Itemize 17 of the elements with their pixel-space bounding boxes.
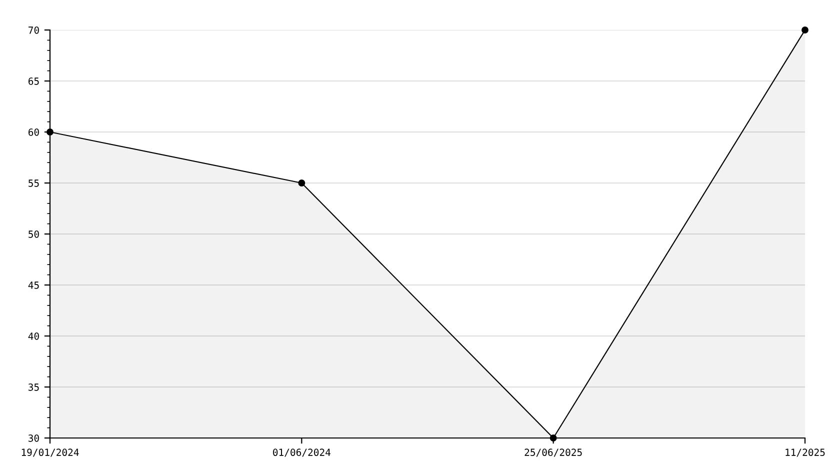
y-tick-label: 50 (28, 230, 39, 238)
point (298, 180, 306, 186)
y-tick-label: 30 (28, 434, 39, 442)
x-tick-label: 25/06/2025 (524, 448, 582, 457)
point (802, 26, 808, 34)
point (46, 128, 54, 136)
point (550, 434, 557, 442)
x-tick-label: 19/01/2024 (22, 448, 79, 457)
y-tick-label: 40 (28, 332, 39, 340)
x-tick-label: 11/2025 (786, 448, 825, 457)
x-tick-label: 01/06/2024 (273, 448, 330, 457)
y-tick-label: 60 (28, 128, 39, 136)
y-tick-label: 35 (28, 384, 39, 391)
y-tick-label: 65 (28, 78, 39, 85)
y-tick-label: 55 (28, 180, 39, 187)
y-tick-label: 70 (28, 26, 39, 34)
y-tick-label: 45 (28, 282, 39, 289)
